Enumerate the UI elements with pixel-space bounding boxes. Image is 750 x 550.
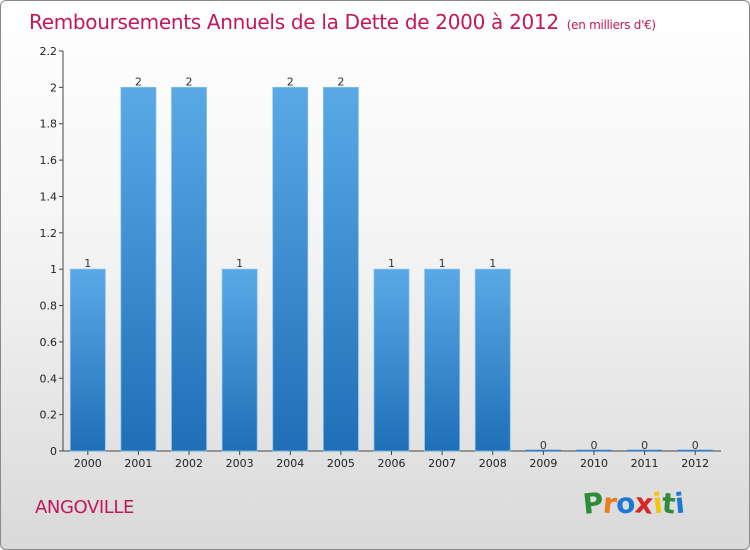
bar-value-label: 0	[590, 439, 597, 452]
x-tick-label: 2007	[428, 457, 456, 470]
bar-value-label: 1	[84, 257, 91, 270]
x-tick-label: 2003	[226, 457, 254, 470]
x-tick-label: 2009	[529, 457, 557, 470]
bar	[373, 268, 410, 452]
bar-value-label: 0	[641, 439, 648, 452]
x-tick-label: 2010	[580, 457, 608, 470]
y-tick-label: 0.6	[40, 336, 58, 349]
bar-value-label: 1	[388, 257, 395, 270]
y-tick-label: 0.2	[40, 409, 58, 422]
bar	[322, 86, 359, 452]
y-tick-label: 1.4	[40, 190, 58, 203]
chart-title: Remboursements Annuels de la Dette de 20…	[29, 10, 656, 34]
bar	[474, 268, 511, 452]
bar-value-label: 1	[439, 257, 446, 270]
bar-value-label: 1	[489, 257, 496, 270]
bar	[221, 268, 258, 452]
y-tick-label: 2	[50, 81, 57, 94]
x-tick-label: 2012	[681, 457, 709, 470]
chart-title-text: Remboursements Annuels de la Dette de 20…	[29, 10, 559, 34]
bar-value-label: 2	[337, 75, 344, 88]
bar	[120, 86, 157, 452]
x-tick-label: 2006	[378, 457, 406, 470]
bar-value-label: 2	[135, 75, 142, 88]
bar-value-label: 1	[236, 257, 243, 270]
y-tick-label: 1.8	[40, 118, 58, 131]
bar-value-label: 0	[692, 439, 699, 452]
y-tick-label: 1.6	[40, 154, 58, 167]
y-tick-label: 1.2	[40, 227, 58, 240]
logo-letter: i	[672, 486, 686, 521]
y-tick-label: 0	[50, 445, 57, 458]
bar	[171, 86, 207, 452]
y-tick-label: 0.8	[40, 300, 58, 313]
y-tick-label: 1	[50, 263, 57, 276]
y-tick-label: 2.2	[40, 45, 58, 58]
bar-value-label: 0	[540, 439, 547, 452]
bar-value-label: 2	[186, 75, 193, 88]
x-tick-label: 2001	[124, 457, 152, 470]
y-tick-label: 0.4	[40, 372, 58, 385]
bar	[272, 86, 309, 452]
bar-value-label: 2	[287, 75, 294, 88]
bar	[424, 268, 461, 452]
chart-unit: (en milliers d'€)	[566, 18, 656, 32]
x-tick-label: 2002	[175, 457, 203, 470]
x-tick-label: 2011	[631, 457, 659, 470]
x-tick-label: 2000	[74, 457, 102, 470]
x-tick-label: 2008	[479, 457, 507, 470]
commune-name: ANGOVILLE	[35, 497, 135, 518]
bar	[69, 268, 106, 452]
x-tick-label: 2005	[327, 457, 355, 470]
proxiti-logo: Proxiti	[581, 486, 686, 521]
x-tick-label: 2004	[276, 457, 304, 470]
